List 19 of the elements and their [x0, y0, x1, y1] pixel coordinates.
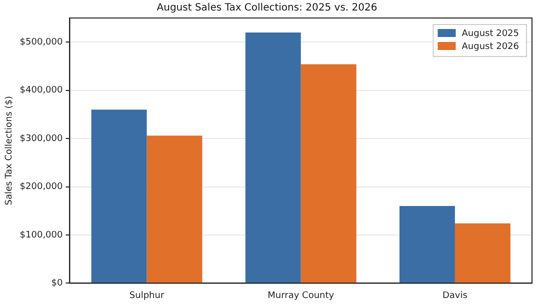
- x-tick-label: Sulphur: [129, 290, 164, 301]
- y-tick-label: $100,000: [20, 230, 64, 240]
- bar: [245, 32, 301, 283]
- y-tick-label: $200,000: [20, 182, 64, 192]
- y-axis-title: Sales Tax Collections ($): [4, 96, 15, 206]
- y-tick-label: $500,000: [20, 37, 64, 48]
- bar: [146, 136, 202, 283]
- chart-title: August Sales Tax Collections: 2025 vs. 2026: [156, 2, 378, 14]
- bar: [454, 223, 510, 283]
- x-tick-label: Murray County: [268, 290, 335, 301]
- x-tick-label: Davis: [442, 290, 468, 301]
- legend-label: August 2025: [462, 28, 520, 39]
- y-tick-label: $300,000: [20, 134, 64, 144]
- bar: [300, 64, 356, 283]
- bar: [91, 110, 147, 283]
- bar: [399, 206, 455, 283]
- legend-label: August 2026: [462, 42, 520, 52]
- y-tick-label: $0: [51, 278, 64, 289]
- y-tick-label: $400,000: [20, 86, 64, 96]
